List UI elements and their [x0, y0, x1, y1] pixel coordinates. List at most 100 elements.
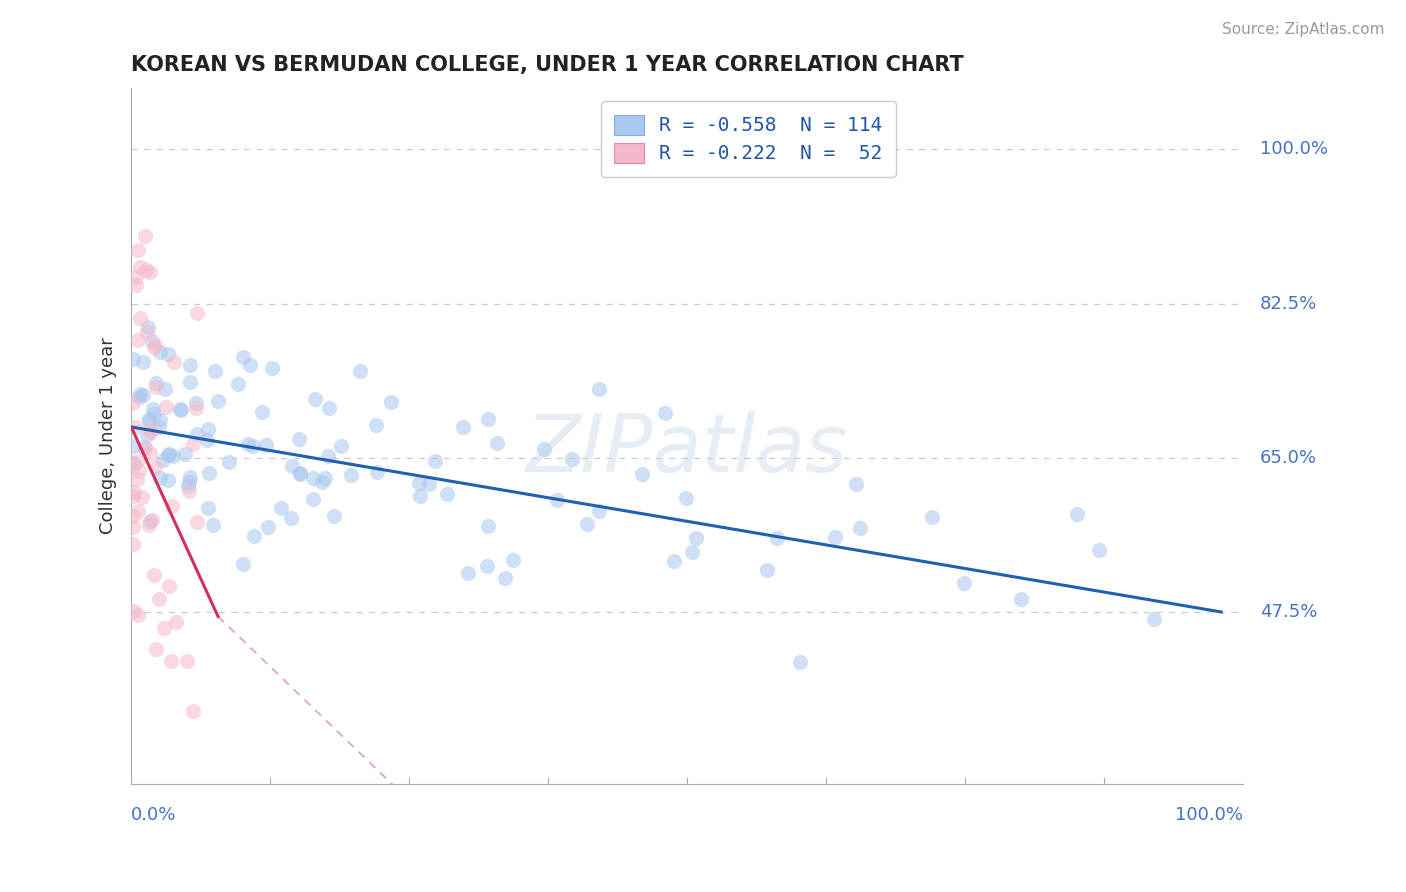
Point: [121, 519, 143, 533]
Point: [131, 354, 153, 368]
Point: [533, 442, 555, 457]
Point: [323, 509, 346, 524]
Point: [157, 447, 180, 461]
Point: [132, 387, 155, 401]
Point: [302, 471, 325, 485]
Point: [135, 428, 157, 442]
Point: [157, 579, 180, 593]
Point: [152, 453, 174, 467]
Point: [143, 567, 166, 582]
Text: 82.5%: 82.5%: [1260, 294, 1317, 312]
Point: [494, 570, 516, 584]
Point: [1066, 507, 1088, 521]
Point: [257, 520, 280, 534]
Point: [302, 492, 325, 507]
Point: [156, 448, 179, 462]
Point: [270, 500, 292, 515]
Point: [159, 654, 181, 668]
Point: [436, 487, 458, 501]
Point: [127, 454, 149, 468]
Point: [408, 476, 430, 491]
Text: ZIPatlas: ZIPatlas: [526, 410, 848, 489]
Point: [242, 439, 264, 453]
Point: [789, 655, 811, 669]
Point: [135, 263, 157, 277]
Point: [561, 451, 583, 466]
Point: [186, 515, 208, 529]
Point: [457, 566, 479, 581]
Point: [139, 425, 162, 440]
Point: [127, 333, 149, 347]
Point: [176, 654, 198, 668]
Point: [254, 438, 277, 452]
Point: [170, 403, 193, 417]
Text: 0.0%: 0.0%: [131, 805, 177, 824]
Point: [280, 511, 302, 525]
Point: [160, 500, 183, 514]
Point: [546, 492, 568, 507]
Point: [162, 449, 184, 463]
Point: [149, 345, 172, 359]
Point: [134, 228, 156, 243]
Point: [685, 531, 707, 545]
Point: [145, 641, 167, 656]
Point: [845, 476, 868, 491]
Point: [163, 354, 186, 368]
Point: [226, 377, 249, 392]
Point: [165, 615, 187, 629]
Point: [142, 340, 165, 354]
Point: [475, 559, 498, 574]
Point: [121, 439, 143, 453]
Point: [314, 471, 336, 485]
Point: [149, 470, 172, 484]
Point: [141, 513, 163, 527]
Text: 100.0%: 100.0%: [1260, 140, 1329, 159]
Point: [181, 436, 204, 450]
Point: [177, 483, 200, 498]
Point: [138, 414, 160, 428]
Point: [139, 446, 162, 460]
Point: [316, 449, 339, 463]
Point: [575, 516, 598, 531]
Point: [148, 592, 170, 607]
Point: [197, 501, 219, 516]
Point: [418, 476, 440, 491]
Point: [262, 361, 284, 376]
Point: [179, 359, 201, 373]
Point: [849, 521, 872, 535]
Point: [186, 401, 208, 416]
Legend: R = -0.558  N = 114, R = -0.222  N =  52: R = -0.558 N = 114, R = -0.222 N = 52: [600, 101, 896, 178]
Point: [122, 489, 145, 503]
Point: [349, 364, 371, 378]
Point: [1143, 612, 1166, 626]
Point: [128, 390, 150, 404]
Point: [681, 545, 703, 559]
Point: [122, 509, 145, 524]
Point: [238, 437, 260, 451]
Point: [169, 402, 191, 417]
Point: [197, 422, 219, 436]
Point: [122, 352, 145, 367]
Point: [232, 351, 254, 365]
Point: [207, 394, 229, 409]
Point: [340, 468, 363, 483]
Point: [477, 412, 499, 426]
Point: [755, 563, 778, 577]
Point: [1088, 543, 1111, 558]
Point: [142, 402, 165, 417]
Point: [143, 338, 166, 352]
Point: [588, 504, 610, 518]
Point: [287, 432, 309, 446]
Point: [128, 464, 150, 478]
Text: 100.0%: 100.0%: [1175, 805, 1243, 824]
Point: [177, 479, 200, 493]
Point: [179, 375, 201, 389]
Point: [664, 554, 686, 568]
Point: [136, 320, 159, 334]
Text: Source: ZipAtlas.com: Source: ZipAtlas.com: [1222, 22, 1385, 37]
Point: [124, 278, 146, 293]
Point: [156, 347, 179, 361]
Point: [124, 419, 146, 434]
Point: [243, 529, 266, 543]
Point: [232, 558, 254, 572]
